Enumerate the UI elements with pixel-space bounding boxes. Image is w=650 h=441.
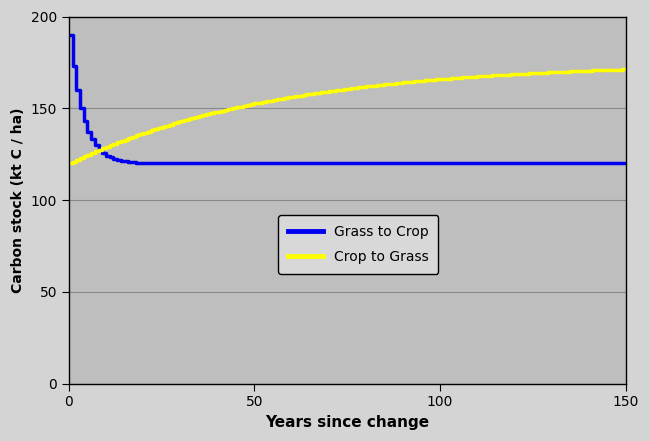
Line: Crop to Grass: Crop to Grass [69, 69, 626, 163]
Y-axis label: Carbon stock (kt C / ha): Carbon stock (kt C / ha) [11, 107, 25, 293]
Grass to Crop [65, 32, 73, 37]
Crop to Grass [336, 87, 344, 92]
Crop to Grass [622, 67, 630, 72]
X-axis label: Years since change: Years since change [265, 415, 430, 430]
Crop to Grass [262, 99, 270, 104]
Line: Grass to Crop: Grass to Crop [69, 35, 626, 163]
Crop to Grass [455, 75, 463, 80]
Grass to Crop [417, 161, 425, 166]
Crop to Grass [65, 161, 73, 166]
Grass to Crop [614, 161, 622, 166]
Grass to Crop [403, 161, 411, 166]
Grass to Crop [336, 161, 344, 166]
Legend: Grass to Crop, Crop to Grass: Grass to Crop, Crop to Grass [278, 215, 439, 274]
Crop to Grass [403, 79, 411, 85]
Grass to Crop [262, 161, 270, 166]
Crop to Grass [417, 78, 425, 83]
Grass to Crop [622, 161, 630, 166]
Grass to Crop [555, 161, 563, 166]
Crop to Grass [610, 67, 618, 72]
Grass to Crop [455, 161, 463, 166]
